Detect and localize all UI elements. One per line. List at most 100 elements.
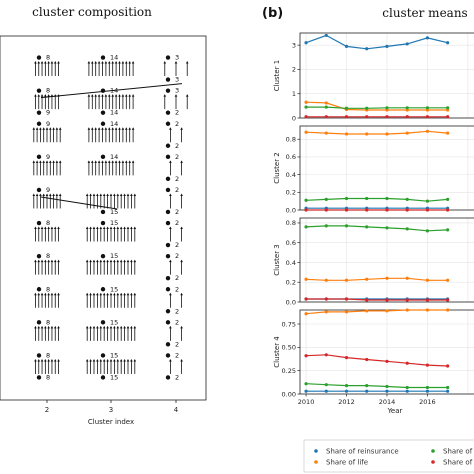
composition-dot-top [165, 220, 171, 226]
composition-arrow-head [37, 292, 41, 296]
composition-arrow-head [97, 160, 101, 163]
composition-arrow-head [163, 94, 167, 97]
series-point [324, 208, 328, 212]
composition-arrow-head [53, 292, 57, 296]
series-point [324, 101, 328, 105]
series-point [365, 277, 369, 281]
composition-arrow-head [109, 259, 113, 263]
composition-arrow-head [85, 325, 89, 329]
legend-entry-m: Share of m [431, 459, 474, 467]
composition-count-label: 2 [175, 175, 179, 183]
subplot-frame [299, 217, 474, 303]
composition-arrow-head [185, 94, 189, 97]
composition-arrow-head [123, 325, 126, 329]
composition-arrow-head [111, 61, 114, 64]
series-point [405, 197, 409, 201]
composition-arrow-head [130, 259, 133, 263]
composition-arrow-head [37, 61, 41, 64]
series-point [344, 132, 349, 136]
composition-arrow-head [163, 61, 167, 64]
series-point [324, 105, 328, 109]
composition-arrow-head [109, 292, 113, 296]
subplot-ytick-label: 3 [292, 41, 296, 49]
composition-dot-top [165, 320, 171, 325]
composition-arrow-head [57, 358, 60, 362]
subplot-ytick-label: 2 [292, 66, 296, 74]
composition-dot-top [165, 287, 171, 292]
composition-arrow-head [89, 358, 92, 362]
composition-count-label: 2 [175, 153, 179, 161]
series-point [385, 359, 389, 363]
composition-dot-top [36, 353, 42, 358]
legend-marker-life [314, 460, 318, 464]
composition-count-label: 2 [175, 285, 179, 293]
series-point [344, 310, 349, 314]
composition-arrow-head [119, 325, 123, 329]
composition-arrow-head [131, 127, 135, 130]
subplot-ytick-label: 0.4 [286, 259, 296, 267]
composition-dot-top [100, 220, 106, 226]
subplot-ytick-label: 0.75 [282, 320, 296, 328]
composition-arrow-head [57, 259, 60, 263]
series-line [306, 130, 448, 135]
series-point [304, 225, 308, 229]
series-point [304, 354, 308, 358]
composition-arrow-head [130, 226, 133, 230]
composition-dot-bottom [165, 143, 171, 148]
series-point [344, 278, 349, 282]
series-point [405, 108, 409, 112]
composition-arrow-head [34, 226, 37, 230]
series-point [304, 130, 308, 134]
composition-arrow-head [113, 193, 116, 196]
composition-dot-bottom [36, 375, 42, 380]
composition-arrow-head [116, 226, 120, 230]
series-point [365, 389, 369, 393]
series-point [304, 297, 308, 301]
composition-dot-top [165, 88, 171, 93]
composition-arrow-head [116, 292, 120, 296]
legend-entry-no: Share of no [431, 448, 474, 456]
composition-arrow-head [126, 292, 130, 296]
composition-count-label: 3 [175, 54, 179, 62]
composition-arrow-head [119, 193, 123, 196]
composition-arrow-head [130, 358, 133, 362]
composition-arrow-head [104, 127, 108, 130]
legend-label-m: Share of m [443, 459, 474, 467]
panel-a-xtick-label: 2 [45, 406, 49, 414]
composition-arrow-head [102, 193, 106, 196]
composition-arrow-head [99, 292, 103, 296]
composition-dot-bottom [165, 309, 171, 314]
subplot-xtick-label: 2010 [298, 398, 315, 406]
composition-count-label: 8 [46, 252, 50, 260]
composition-arrow-head [52, 160, 55, 163]
subplot-ytick-label: 0.2 [286, 189, 296, 197]
composition-arrow-head [45, 127, 49, 130]
series-point [385, 44, 389, 48]
composition-count-label: 14 [110, 54, 118, 62]
composition-arrow-head [99, 226, 103, 230]
series-point [446, 131, 450, 135]
series-point [365, 115, 369, 119]
composition-arrow-head [123, 259, 126, 263]
subplot-ytick-label: 0.8 [286, 136, 296, 144]
composition-arrow-head [92, 292, 96, 296]
composition-arrow-head [50, 358, 54, 362]
composition-arrow-head [123, 358, 126, 362]
composition-arrow-head [130, 193, 133, 196]
series-point [425, 106, 430, 110]
composition-arrow-head [85, 292, 89, 296]
composition-arrow-head [113, 292, 116, 296]
legend-marker-no [431, 449, 435, 453]
series-point [425, 229, 430, 233]
composition-dot-bottom [165, 209, 171, 215]
series-point [324, 353, 328, 357]
composition-count-label: 2 [175, 186, 179, 194]
series-line [306, 309, 448, 315]
composition-arrow-head [125, 160, 128, 163]
composition-dot-bottom [165, 110, 171, 115]
composition-arrow-head [94, 127, 97, 130]
panel-a-frame [0, 35, 207, 401]
composition-arrow-head [50, 226, 54, 230]
series-line [306, 225, 448, 232]
series-point [365, 47, 369, 51]
